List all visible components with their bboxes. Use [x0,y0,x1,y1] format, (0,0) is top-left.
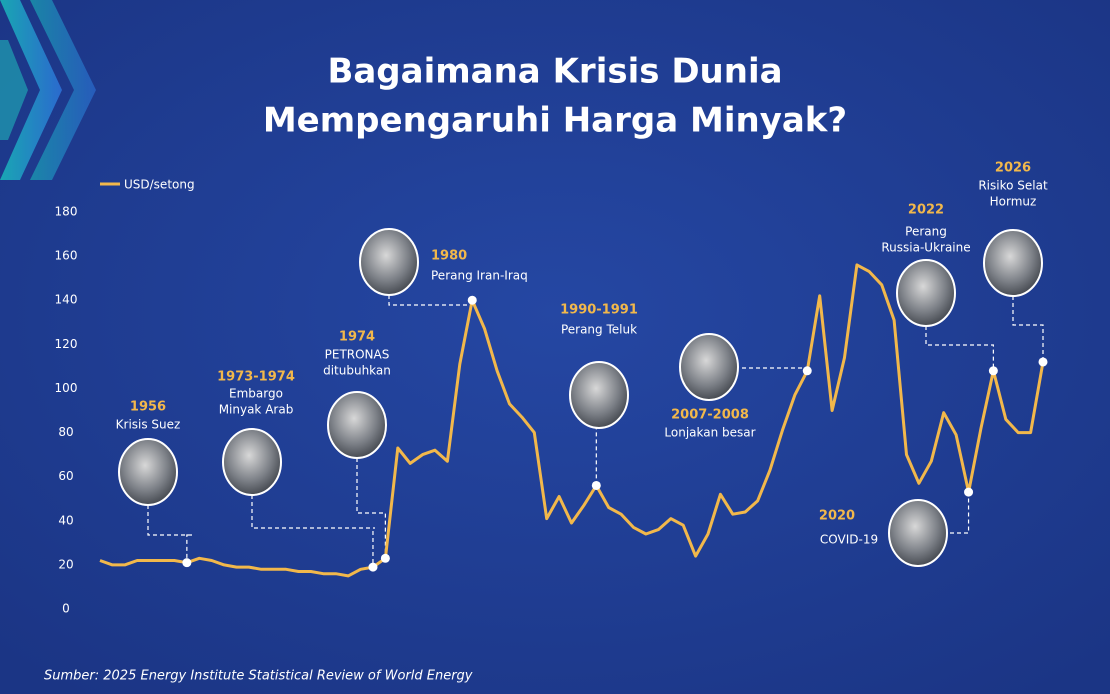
event-marker [182,558,192,568]
y-tick-label: 20 [58,557,73,571]
connector [388,295,473,306]
event-year: 2026 [995,161,1031,176]
connector [925,326,994,371]
y-tick-label: 40 [58,513,73,527]
connector [950,492,970,534]
y-tick-label: 100 [55,381,78,395]
y-tick-label: 180 [55,205,78,219]
event-label: Hormuz [990,195,1037,209]
event-photo [222,428,282,496]
decoration [0,0,96,180]
event-label: Krisis Suez [116,418,181,432]
event-year: 1974 [339,330,375,345]
connector [356,458,386,559]
event-photo [896,259,956,327]
y-tick-label: 140 [55,293,78,307]
event-photo [359,228,419,296]
event-year: 1980 [431,249,467,264]
chart-title: Mempengaruhi Harga Minyak? [263,101,847,141]
event-label: Embargo [229,387,283,401]
event-year: 2020 [819,509,855,524]
event-label: Perang Teluk [561,323,637,337]
event-marker [368,562,378,572]
event-marker [1038,357,1048,367]
event-label: Russia-Ukraine [881,241,970,255]
event-photo [679,333,739,401]
legend-label: USD/setong [124,178,195,192]
event-photo [118,438,178,506]
y-tick-label: 0 [62,602,70,616]
event-year: 1956 [130,400,166,415]
event-label: Perang Iran-Iraq [431,269,528,283]
line [99,263,1045,578]
event-photo [569,361,629,429]
y-tick-label: 80 [58,425,73,439]
y-tick-label: 120 [55,337,78,351]
event-marker [467,295,477,305]
event-year: 1990-1991 [560,303,638,318]
event-label: Lonjakan besar [664,426,755,440]
event-label: Risiko Selat [978,179,1048,193]
event-marker [802,366,812,376]
event-photo [327,391,387,459]
event-label: COVID-19 [820,533,878,547]
event-year: 1973-1974 [217,370,295,385]
event-marker [591,480,601,490]
event-year: 2007-2008 [671,408,749,423]
y-tick-label: 160 [55,249,78,263]
event-label: Minyak Arab [219,403,294,417]
event-label: ditubuhkan [323,364,391,378]
event-marker [988,366,998,376]
chart-title: Bagaimana Krisis Dunia [327,52,782,92]
y-tick-label: 60 [58,469,73,483]
event-year: 2022 [908,203,944,218]
event-marker [380,553,390,563]
source: Sumber: 2025 Energy Institute Statistica… [44,669,473,684]
event-photo [888,499,948,567]
event-label: Perang [905,225,947,239]
event-label: PETRONAS [325,348,390,362]
event-marker [964,487,974,497]
connector [251,495,375,568]
connector [1012,296,1044,362]
event-photo [983,229,1043,297]
